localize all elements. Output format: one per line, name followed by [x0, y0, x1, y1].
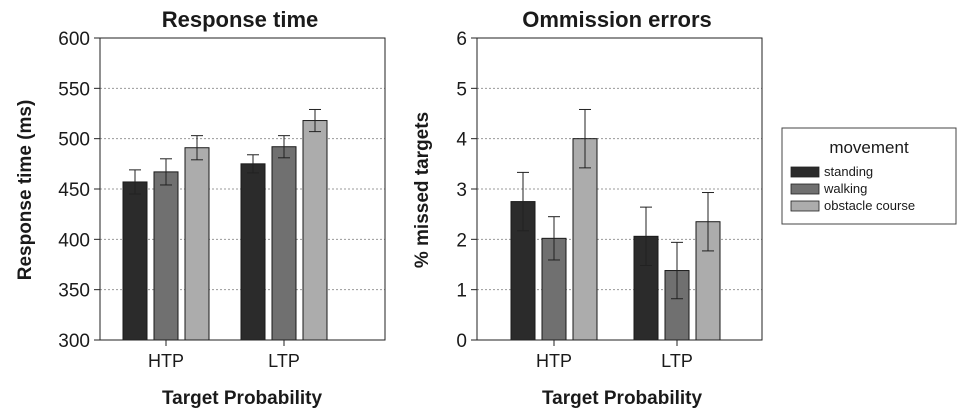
y-tick-label: 300	[58, 331, 90, 352]
x-category-labels: HTP LTP	[536, 340, 693, 371]
legend-label: walking	[823, 181, 867, 196]
error-bar-standing-ltp	[640, 206, 652, 267]
y-tick-label: 350	[58, 281, 90, 302]
chart-title: Response time	[162, 7, 319, 32]
error-bar-walking-htp	[548, 216, 560, 261]
y-tick-label: 2	[456, 230, 467, 251]
error-bar-walking-ltp	[671, 241, 683, 300]
chart-title: Ommission errors	[522, 7, 712, 32]
y-tick-label: 500	[58, 130, 90, 151]
legend-label: obstacle course	[824, 198, 915, 213]
x-tick-label: LTP	[268, 351, 300, 371]
y-tick-label: 450	[58, 180, 90, 201]
error-bar-obstacle-course-htp	[579, 108, 591, 169]
legend-item-walking: walking	[790, 181, 867, 196]
response-time-panel: Response time Response time (ms) Target …	[15, 7, 386, 409]
omission-errors-panel: Ommission errors % missed targets Target…	[412, 7, 763, 409]
y-ticks: 300 350 400 450 500 550 600	[58, 29, 100, 352]
bar-standing-htp	[122, 181, 148, 341]
legend-label: standing	[824, 164, 873, 179]
error-bar-obstacle-course-htp	[191, 135, 203, 161]
grid-lines	[100, 87, 385, 291]
legend-swatch	[790, 166, 820, 178]
bar-obstacle-course-ltp	[695, 221, 721, 341]
legend-item-obstacle-course: obstacle course	[790, 198, 915, 213]
y-tick-label: 550	[58, 79, 90, 100]
y-tick-label: 400	[58, 230, 90, 251]
y-tick-label: 0	[456, 331, 467, 352]
x-category-labels: HTP LTP	[148, 340, 300, 371]
error-bar-standing-htp	[129, 169, 141, 195]
error-bars	[517, 108, 714, 300]
y-tick-label: 1	[456, 281, 467, 302]
legend-swatch	[790, 200, 820, 212]
bar-standing-ltp	[240, 163, 266, 341]
error-bar-standing-htp	[517, 171, 529, 232]
y-ticks: 0 1 2 3 4 5 6	[456, 29, 477, 352]
x-tick-label: HTP	[148, 351, 184, 371]
x-tick-label: HTP	[536, 351, 572, 371]
y-tick-label: 4	[456, 130, 467, 151]
y-tick-label: 3	[456, 180, 467, 201]
bar-obstacle-course-htp	[572, 138, 598, 341]
x-axis-label: Target Probability	[162, 388, 323, 409]
error-bar-walking-ltp	[278, 135, 290, 159]
legend: movement standing walking obstacle cours…	[781, 127, 957, 225]
y-axis-label: Response time (ms)	[15, 100, 36, 281]
bar-walking-htp	[153, 171, 179, 341]
legend-title: movement	[829, 138, 909, 157]
bar-obstacle-course-ltp	[302, 120, 328, 341]
y-tick-label: 6	[456, 29, 467, 50]
bar-obstacle-course-htp	[184, 147, 210, 341]
y-tick-label: 600	[58, 29, 90, 50]
error-bar-standing-ltp	[247, 154, 259, 174]
bars	[122, 120, 328, 341]
y-axis-label: % missed targets	[412, 112, 433, 268]
bars	[510, 138, 721, 341]
legend-swatch	[790, 183, 820, 195]
error-bar-walking-htp	[160, 158, 172, 186]
error-bar-obstacle-course-ltp	[309, 108, 321, 133]
bar-walking-ltp	[271, 146, 297, 341]
legend-item-standing: standing	[790, 164, 873, 179]
y-tick-label: 5	[456, 79, 467, 100]
x-tick-label: LTP	[661, 351, 693, 371]
error-bar-obstacle-course-ltp	[702, 192, 714, 252]
x-axis-label: Target Probability	[542, 388, 703, 409]
error-bars	[129, 108, 321, 195]
